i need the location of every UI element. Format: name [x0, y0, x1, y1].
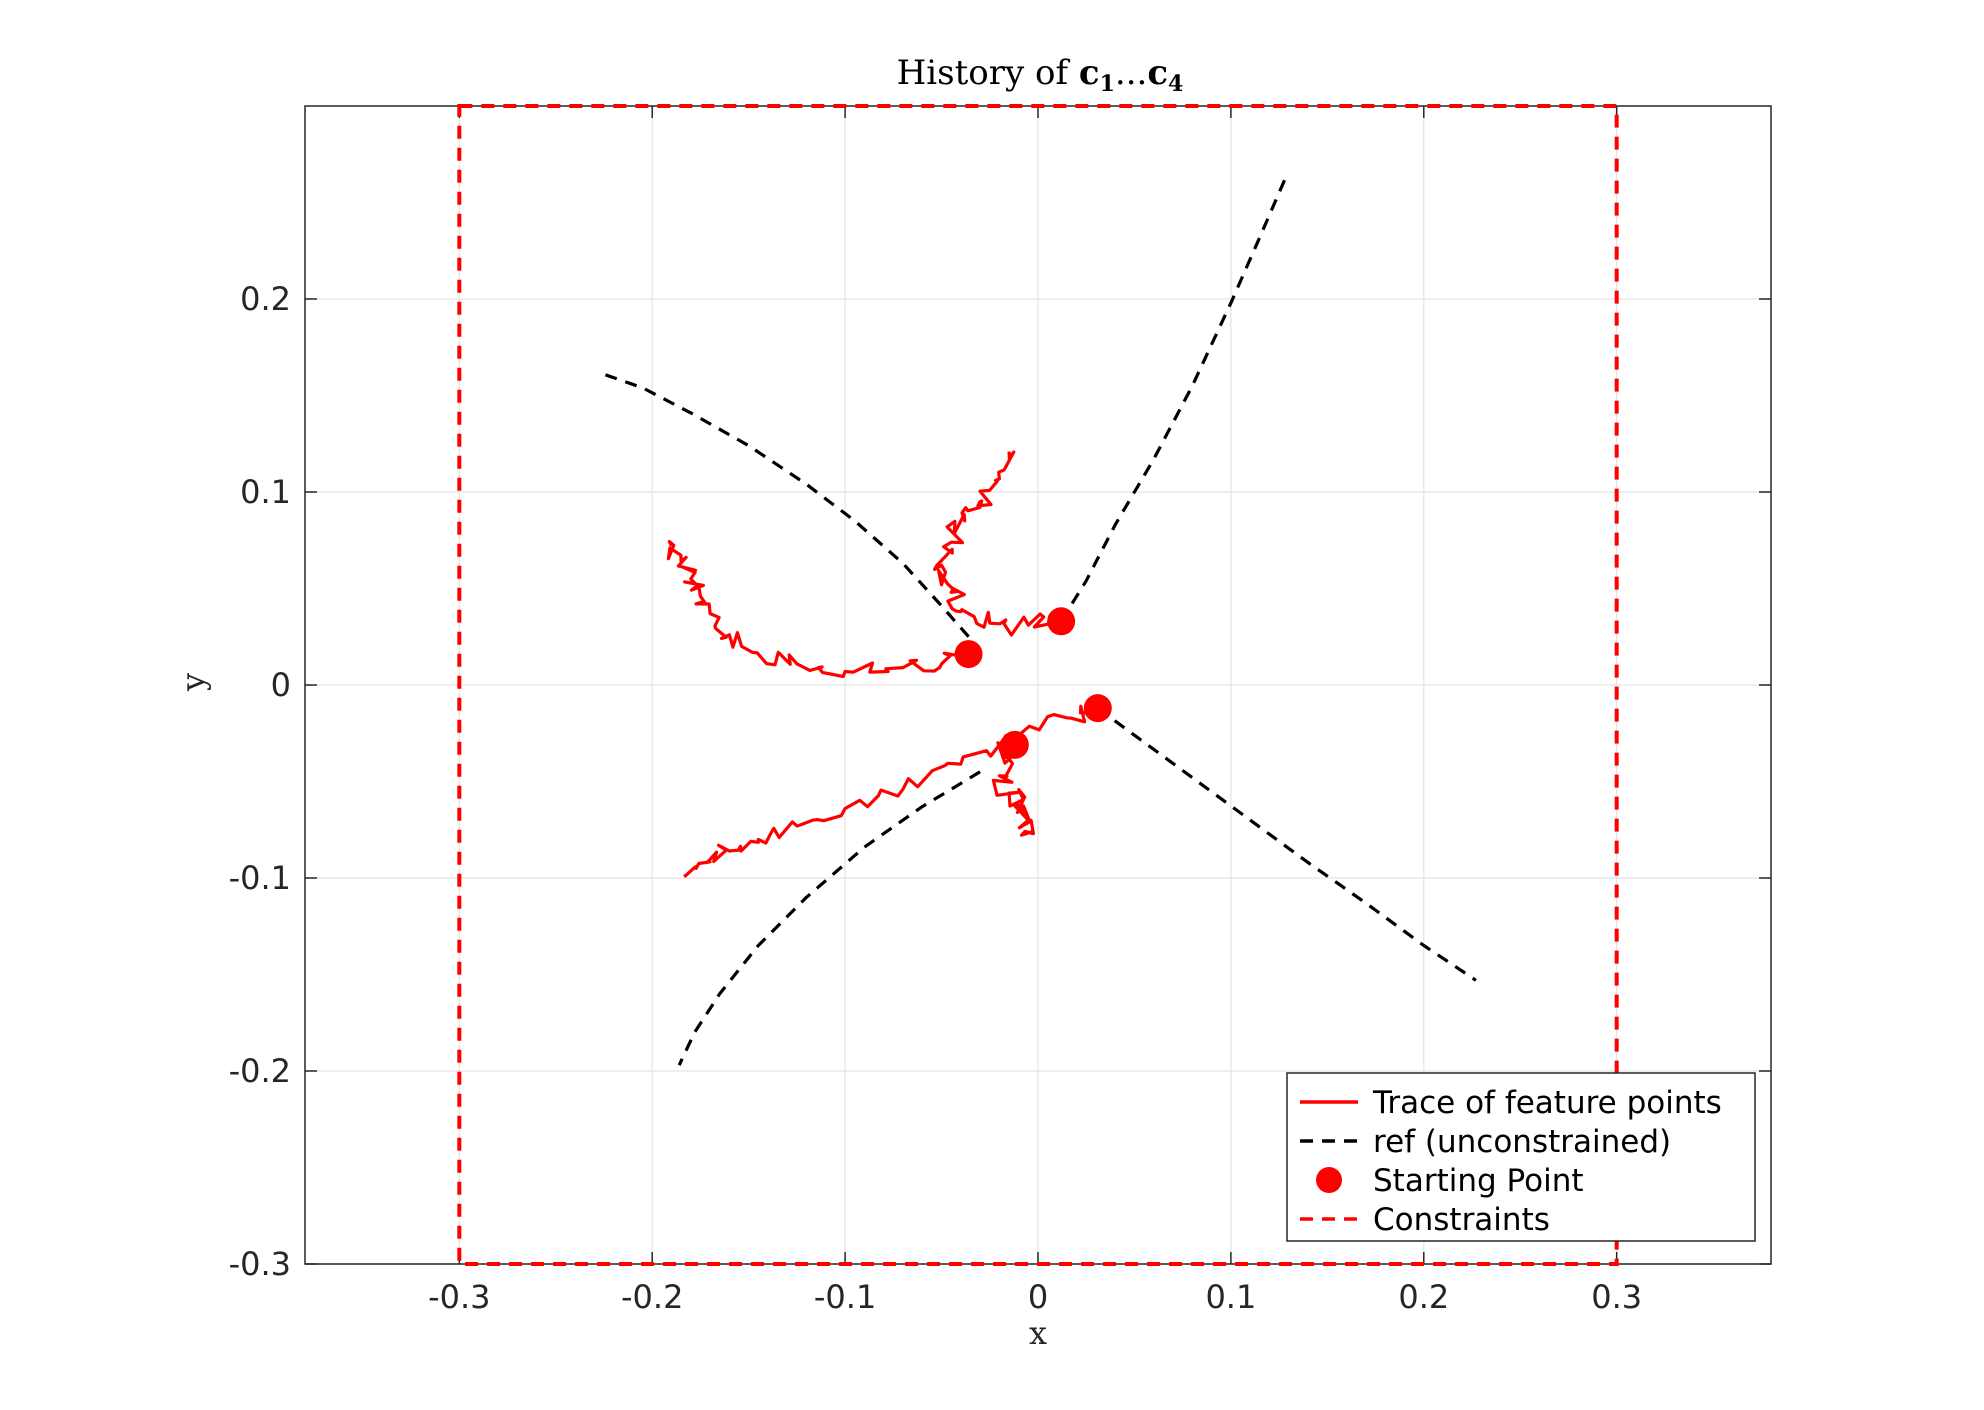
chart-title: History of c1...c4 — [897, 53, 1184, 97]
x-tick-label-1: -0.2 — [621, 1278, 683, 1316]
trace-line-0 — [666, 540, 971, 679]
x-tick-label-0: -0.3 — [428, 1278, 490, 1316]
starting-point-1 — [1047, 607, 1076, 636]
x-tick-label-6: 0.3 — [1591, 1278, 1642, 1316]
legend-label-trace: Trace of feature points — [1372, 1085, 1722, 1121]
x-tick-label-2: -0.1 — [814, 1278, 876, 1316]
legend-label-ref: ref (unconstrained) — [1373, 1124, 1671, 1160]
plot-series — [457, 104, 1619, 1266]
y-axis-label: y — [174, 673, 212, 692]
starting-point-3 — [1000, 730, 1029, 759]
trace-line-1 — [933, 450, 1062, 637]
y-tick-label-1: -0.2 — [229, 1052, 291, 1090]
trace-line-3 — [991, 741, 1035, 837]
ref-line-3 — [677, 770, 981, 1066]
y-tick-label-4: 0.1 — [240, 473, 291, 511]
x-axis-label: x — [1029, 1314, 1047, 1352]
y-tick-label-3: 0 — [271, 666, 291, 704]
legend-swatch-start — [1316, 1167, 1342, 1193]
y-tick-label-5: 0.2 — [240, 280, 291, 318]
y-tick-label-2: -0.1 — [229, 859, 291, 897]
starting-point-0 — [954, 640, 983, 669]
trace-line-2 — [683, 704, 1101, 878]
legend-box — [1286, 1072, 1756, 1242]
legend-label-start: Starting Point — [1373, 1163, 1584, 1199]
x-tick-label-4: 0.1 — [1205, 1278, 1256, 1316]
x-tick-label-5: 0.2 — [1398, 1278, 1449, 1316]
tick-labels: -0.3 -0.2 -0.1 0 0.1 0.2 0.3 -0.3 -0.2 -0.1 0 0.1 0.… — [229, 280, 1643, 1316]
x-tick-label-3: 0 — [1028, 1278, 1048, 1316]
legend: Trace of feature points ref (unconstrain… — [1286, 1072, 1756, 1242]
legend-label-constraints: Constraints — [1373, 1202, 1550, 1238]
constraints-box — [457, 104, 1619, 1266]
y-tick-label-0: -0.3 — [229, 1245, 291, 1283]
ref-line-1 — [1059, 178, 1287, 623]
starting-point-2 — [1083, 694, 1112, 723]
